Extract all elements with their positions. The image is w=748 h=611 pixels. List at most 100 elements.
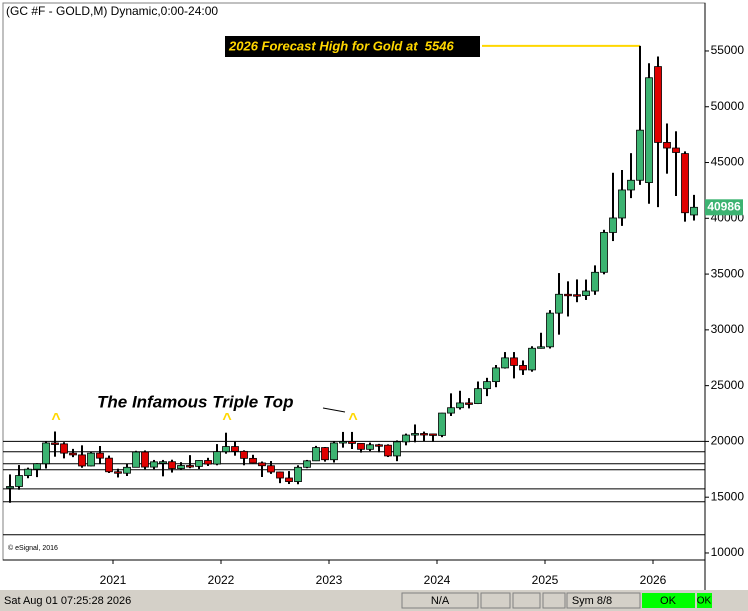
candle-body [564, 293, 572, 297]
candle-body [393, 441, 401, 457]
y-tick-label: 15000 [711, 489, 745, 503]
y-tick-label: 50000 [711, 99, 745, 113]
candle-body [69, 452, 77, 456]
chart-title: (GC #F - GOLD,M) Dynamic,0:00-24:00 [6, 4, 218, 18]
status-cell [542, 592, 566, 609]
candle-body [483, 381, 491, 390]
candle-body [555, 293, 563, 314]
last-price-label: 40986 [707, 199, 741, 213]
caret: ^ [222, 411, 231, 428]
x-tick-label: 2025 [532, 573, 559, 587]
candle-body [24, 468, 32, 476]
candle-body [42, 442, 50, 465]
candle-body [528, 347, 536, 371]
candle-body [177, 465, 185, 469]
candle-body [267, 465, 275, 473]
candle-body [438, 412, 446, 436]
background [0, 0, 748, 590]
candle-body [6, 486, 14, 489]
candle-body [411, 433, 419, 436]
candle-body [447, 407, 455, 414]
candle-body [150, 461, 158, 468]
candle-body [114, 471, 122, 474]
candle-body [591, 271, 599, 292]
candle-body [168, 461, 176, 469]
status-datetime: Sat Aug 01 07:25:28 2026 [4, 595, 131, 607]
candle-body [348, 441, 356, 444]
candle-body [222, 446, 230, 453]
y-tick-label: 20000 [711, 434, 745, 448]
x-tick-label: 2022 [208, 573, 235, 587]
forecast-box [225, 36, 480, 57]
candle-body [456, 402, 464, 409]
status-cell [566, 592, 641, 609]
candle-body [330, 442, 338, 461]
copyright: © eSignal, 2016 [8, 544, 58, 552]
candle-body [339, 441, 347, 444]
candle-body [303, 460, 311, 468]
status-field: N/A [431, 595, 450, 607]
candle-body [627, 179, 635, 191]
candle-body [141, 451, 149, 468]
candle-body [366, 444, 374, 450]
forecast-label: 2026 Forecast High for Gold at 5546 [228, 38, 454, 53]
candle-body [186, 465, 194, 468]
candle-body [231, 446, 239, 452]
candle-body [87, 452, 95, 467]
last-price-box [705, 199, 743, 216]
candle-body [474, 388, 482, 404]
candle-body [204, 460, 212, 465]
candle-body [546, 312, 554, 348]
candle-body [609, 217, 617, 233]
y-tick-label: 35000 [711, 266, 745, 280]
x-tick-label: 2021 [100, 573, 127, 587]
candle-body [681, 153, 689, 214]
status-cell [480, 592, 511, 609]
candle-body [132, 451, 140, 468]
x-tick-label: 2024 [424, 573, 451, 587]
candle-body [195, 460, 203, 467]
candle-body [258, 462, 266, 467]
y-tick-label: 30000 [711, 322, 745, 336]
status-cell [401, 592, 479, 609]
annotation-line [322, 407, 346, 413]
candle-body [600, 232, 608, 273]
x-tick-label: 2026 [640, 573, 667, 587]
status-cell [512, 592, 541, 609]
candle-body [294, 466, 302, 482]
candle-body [321, 447, 329, 461]
candle-body [60, 443, 68, 454]
candle-body [384, 444, 392, 457]
y-tick-label: 45000 [711, 155, 745, 169]
candle-body [312, 447, 320, 462]
status-symbols: Sym 8/8 [572, 595, 612, 607]
candle-body [33, 463, 41, 470]
candle-body [690, 206, 698, 216]
candle-body [159, 461, 167, 464]
candle-body [357, 443, 365, 450]
candle-body [501, 357, 509, 369]
candle-body [123, 466, 131, 474]
candle-body [465, 402, 473, 405]
candle-body [96, 452, 104, 459]
caret: ^ [348, 411, 357, 428]
candle-body [78, 454, 86, 467]
candle-body [51, 442, 59, 445]
candle-body [672, 147, 680, 153]
candle-body [636, 129, 644, 181]
status-ok [697, 593, 712, 608]
annotation: The Infamous Triple Top [97, 392, 293, 411]
status-bar [0, 590, 748, 611]
candle-body [249, 457, 257, 464]
candle-body [492, 367, 500, 383]
y-tick-label: 55000 [711, 43, 745, 57]
candle-body [276, 471, 284, 479]
x-tick-label: 2023 [316, 573, 343, 587]
candle-body [519, 365, 527, 371]
status-ok-text: OK [697, 596, 712, 607]
candle-body [573, 294, 581, 297]
candle-body [429, 433, 437, 436]
status-ok [642, 593, 695, 608]
